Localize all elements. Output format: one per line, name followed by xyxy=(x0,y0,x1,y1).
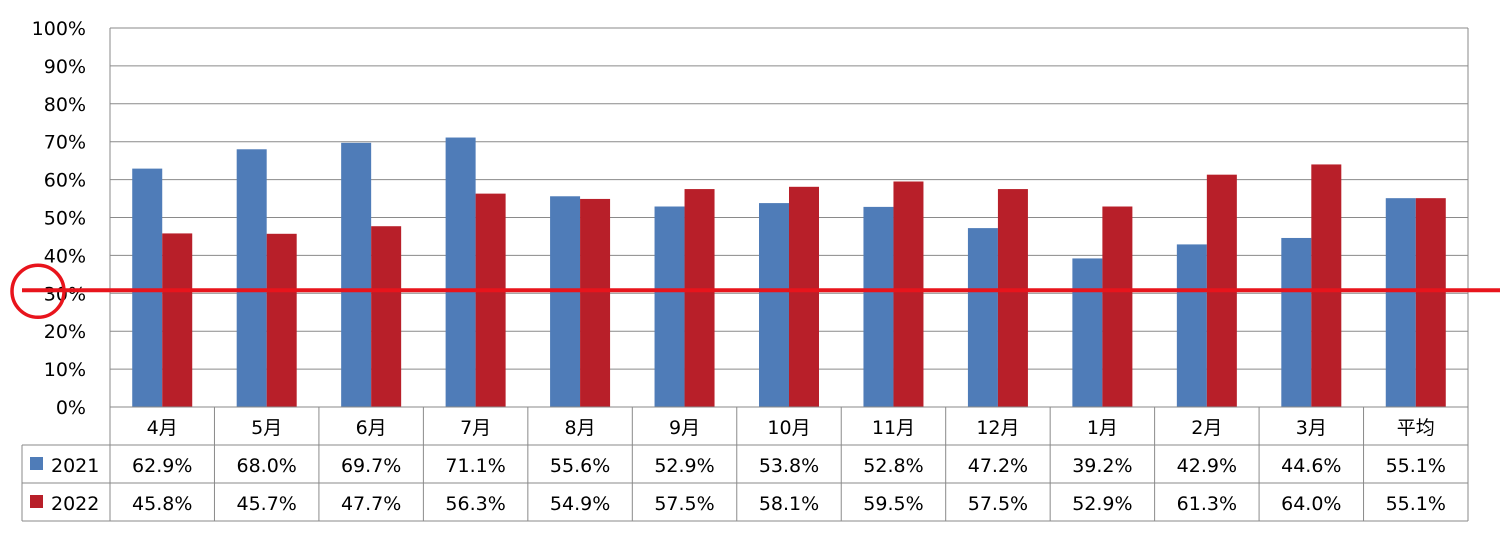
x-tick-label: 12月 xyxy=(976,417,1019,439)
data-label: 47.7% xyxy=(341,493,401,515)
data-label: 55.6% xyxy=(550,455,610,477)
data-label: 56.3% xyxy=(445,493,505,515)
y-tick-label: 50% xyxy=(44,208,86,230)
data-label: 45.8% xyxy=(132,493,192,515)
data-label: 71.1% xyxy=(445,455,505,477)
x-tick-label: 10月 xyxy=(767,417,810,439)
bar-2022 xyxy=(266,233,297,407)
bar-2022 xyxy=(162,233,193,407)
data-label: 52.9% xyxy=(654,455,714,477)
data-label: 45.7% xyxy=(237,493,297,515)
bar-2021 xyxy=(1281,237,1312,407)
y-tick-label: 100% xyxy=(32,18,86,40)
x-tick-label: 8月 xyxy=(565,417,596,439)
x-tick-label: 7月 xyxy=(460,417,491,439)
x-tick-label: 4月 xyxy=(147,417,178,439)
data-label: 55.1% xyxy=(1386,493,1446,515)
bar-2022 xyxy=(1311,164,1342,407)
x-tick-label: 6月 xyxy=(356,417,387,439)
data-label: 62.9% xyxy=(132,455,192,477)
y-tick-label: 20% xyxy=(44,321,86,343)
bar-2021 xyxy=(863,206,894,407)
x-tick-label: 2月 xyxy=(1191,417,1222,439)
data-label: 57.5% xyxy=(654,493,714,515)
data-label: 61.3% xyxy=(1177,493,1237,515)
data-label: 52.8% xyxy=(863,455,923,477)
x-tick-label: 1月 xyxy=(1087,417,1118,439)
y-tick-label: 0% xyxy=(56,397,86,419)
bar-2022 xyxy=(997,189,1028,407)
bar-2021 xyxy=(1385,198,1416,407)
y-tick-label: 60% xyxy=(44,170,86,192)
data-label: 58.1% xyxy=(759,493,819,515)
x-tick-label: 平均 xyxy=(1397,417,1435,439)
bar-2022 xyxy=(789,186,819,407)
highlight-circle xyxy=(10,263,66,320)
bar-2022 xyxy=(371,226,402,407)
data-label: 52.9% xyxy=(1072,493,1132,515)
data-label: 64.0% xyxy=(1281,493,1341,515)
data-label: 55.1% xyxy=(1386,455,1446,477)
data-label: 44.6% xyxy=(1281,455,1341,477)
y-tick-label: 10% xyxy=(44,359,86,381)
data-label: 47.2% xyxy=(968,455,1028,477)
bar-2021 xyxy=(759,203,789,407)
bar-2022 xyxy=(893,181,924,407)
legend-label: 2021 xyxy=(51,455,99,477)
legend-key-2022 xyxy=(30,495,43,508)
data-label: 39.2% xyxy=(1072,455,1132,477)
bar-2021 xyxy=(1072,258,1103,407)
data-label: 69.7% xyxy=(341,455,401,477)
bar-2021 xyxy=(236,149,267,407)
bar-2021 xyxy=(654,206,685,407)
data-label: 59.5% xyxy=(863,493,923,515)
y-tick-label: 70% xyxy=(44,132,86,154)
x-tick-label: 9月 xyxy=(669,417,700,439)
data-label: 68.0% xyxy=(237,455,297,477)
bar-2022 xyxy=(684,189,715,407)
bar-2021 xyxy=(967,228,998,407)
bar-2022 xyxy=(475,193,506,407)
bar-2021 xyxy=(132,168,163,407)
bar-2021 xyxy=(1176,244,1207,407)
bar-2021 xyxy=(550,196,581,407)
x-tick-label: 11月 xyxy=(872,417,915,439)
y-tick-label: 80% xyxy=(44,94,86,116)
bar-2022 xyxy=(1415,198,1446,407)
data-label: 42.9% xyxy=(1177,455,1237,477)
y-tick-label: 90% xyxy=(44,56,86,78)
bar-2022 xyxy=(580,198,611,407)
x-tick-label: 3月 xyxy=(1296,417,1327,439)
bar-2021 xyxy=(445,137,476,407)
bar-2021 xyxy=(341,142,372,407)
data-label: 53.8% xyxy=(759,455,819,477)
y-tick-label: 40% xyxy=(44,245,86,267)
bar-2022 xyxy=(1102,206,1133,407)
legend-key-2021 xyxy=(30,457,43,470)
legend-label: 2022 xyxy=(51,493,99,515)
x-tick-label: 5月 xyxy=(251,417,282,439)
data-label: 57.5% xyxy=(968,493,1028,515)
data-label: 54.9% xyxy=(550,493,610,515)
